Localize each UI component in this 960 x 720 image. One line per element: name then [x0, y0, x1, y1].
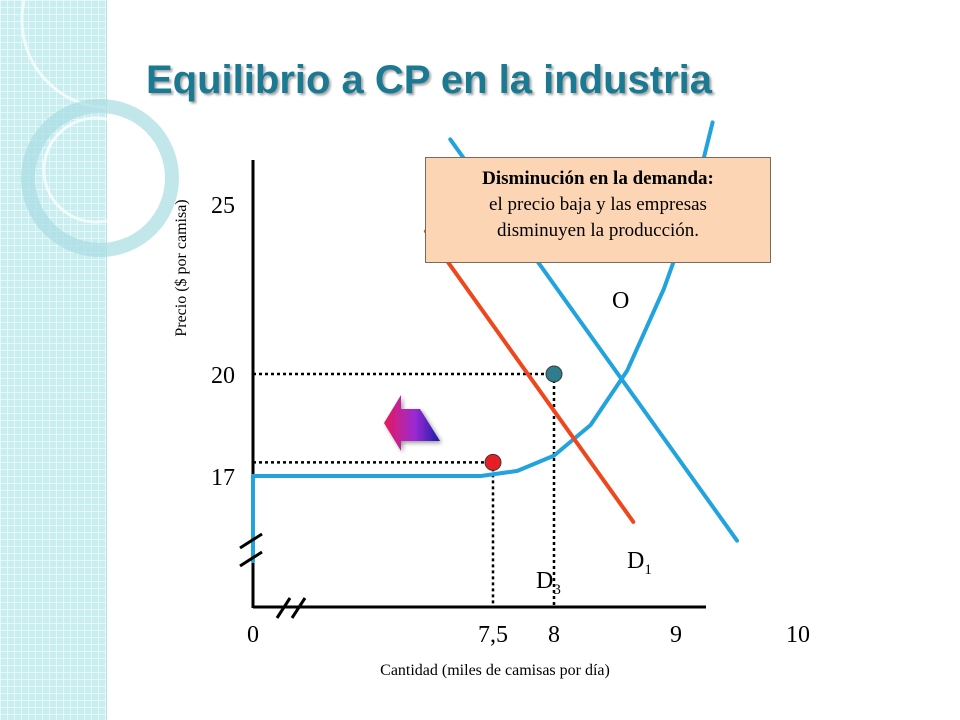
x-tick-label-4: 10	[786, 622, 810, 648]
x-tick-label-1: 7,5	[478, 622, 508, 648]
x-axis-title: Cantidad (miles de camisas por día)	[380, 662, 610, 679]
callout-body-line-2: disminuyen la producción.	[496, 220, 700, 241]
decorative-ring-3	[42, 116, 150, 224]
x-axis-break-mark-2	[290, 597, 307, 619]
equilibrium-point-2	[484, 453, 502, 471]
x-tick-label-3: 9	[670, 622, 682, 648]
slide-title: Equilibrio a CP en la industria	[146, 58, 713, 102]
decorative-ring-2	[21, 99, 179, 257]
y-tick-labels: 17 20 25	[211, 193, 235, 491]
x-axis-break-mark-1	[275, 597, 292, 619]
y-tick-label-2: 25	[211, 193, 235, 219]
y-axis-break-mark-1	[239, 532, 263, 550]
y-tick-label-1: 20	[211, 363, 235, 389]
callout-body-line-1: el precio baja y las empresas	[489, 194, 707, 215]
equilibrium-guides	[253, 372, 556, 607]
demand-shift-arrow	[384, 395, 440, 451]
equilibrium-points	[484, 365, 563, 471]
x-tick-label-0: 0	[247, 622, 259, 648]
curve-d3	[423, 229, 636, 524]
y-axis-break-mark-2	[239, 550, 263, 568]
x-tick-label-2: 8	[548, 622, 560, 648]
decorative-circles	[20, 0, 200, 257]
y-tick-label-0: 17	[211, 465, 235, 491]
curve-label-d1: D1	[627, 548, 652, 578]
callout-box: Disminución en la demanda: el precio baj…	[425, 157, 771, 263]
callout-heading: Disminución en la demanda:	[482, 168, 714, 189]
x-tick-labels: 0 7,5 8 9 10	[247, 622, 810, 648]
y-axis-title: Precio ($ por camisa)	[173, 199, 190, 336]
curve-label-d3: D3	[536, 568, 561, 598]
axis-breaks	[239, 532, 307, 619]
equilibrium-point-1	[545, 365, 563, 383]
curve-labels: O D1 D3	[536, 288, 652, 598]
curve-label-o: O	[612, 288, 629, 314]
